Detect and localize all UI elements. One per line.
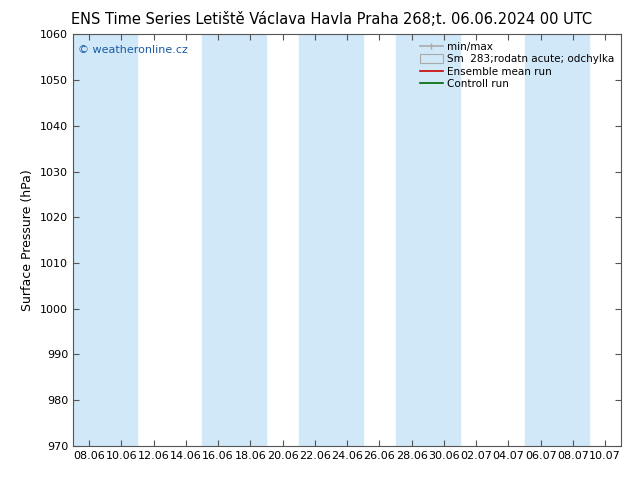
Bar (202, 34, 266, 446)
Legend: min/max, Sm  283;rodatn acute; odchylka, Ensemble mean run, Controll run: min/max, Sm 283;rodatn acute; odchylka, … (418, 40, 616, 92)
Bar (299, 34, 363, 446)
Text: 268;t. 06.06.2024 00 UTC: 268;t. 06.06.2024 00 UTC (403, 12, 592, 27)
Bar (524, 34, 589, 446)
Y-axis label: Surface Pressure (hPa): Surface Pressure (hPa) (22, 169, 34, 311)
Text: ENS Time Series Letiště Václava Havla Praha: ENS Time Series Letiště Václava Havla Pr… (71, 12, 398, 27)
Bar (396, 34, 460, 446)
Text: © weatheronline.cz: © weatheronline.cz (79, 45, 188, 54)
Bar (73, 34, 138, 446)
